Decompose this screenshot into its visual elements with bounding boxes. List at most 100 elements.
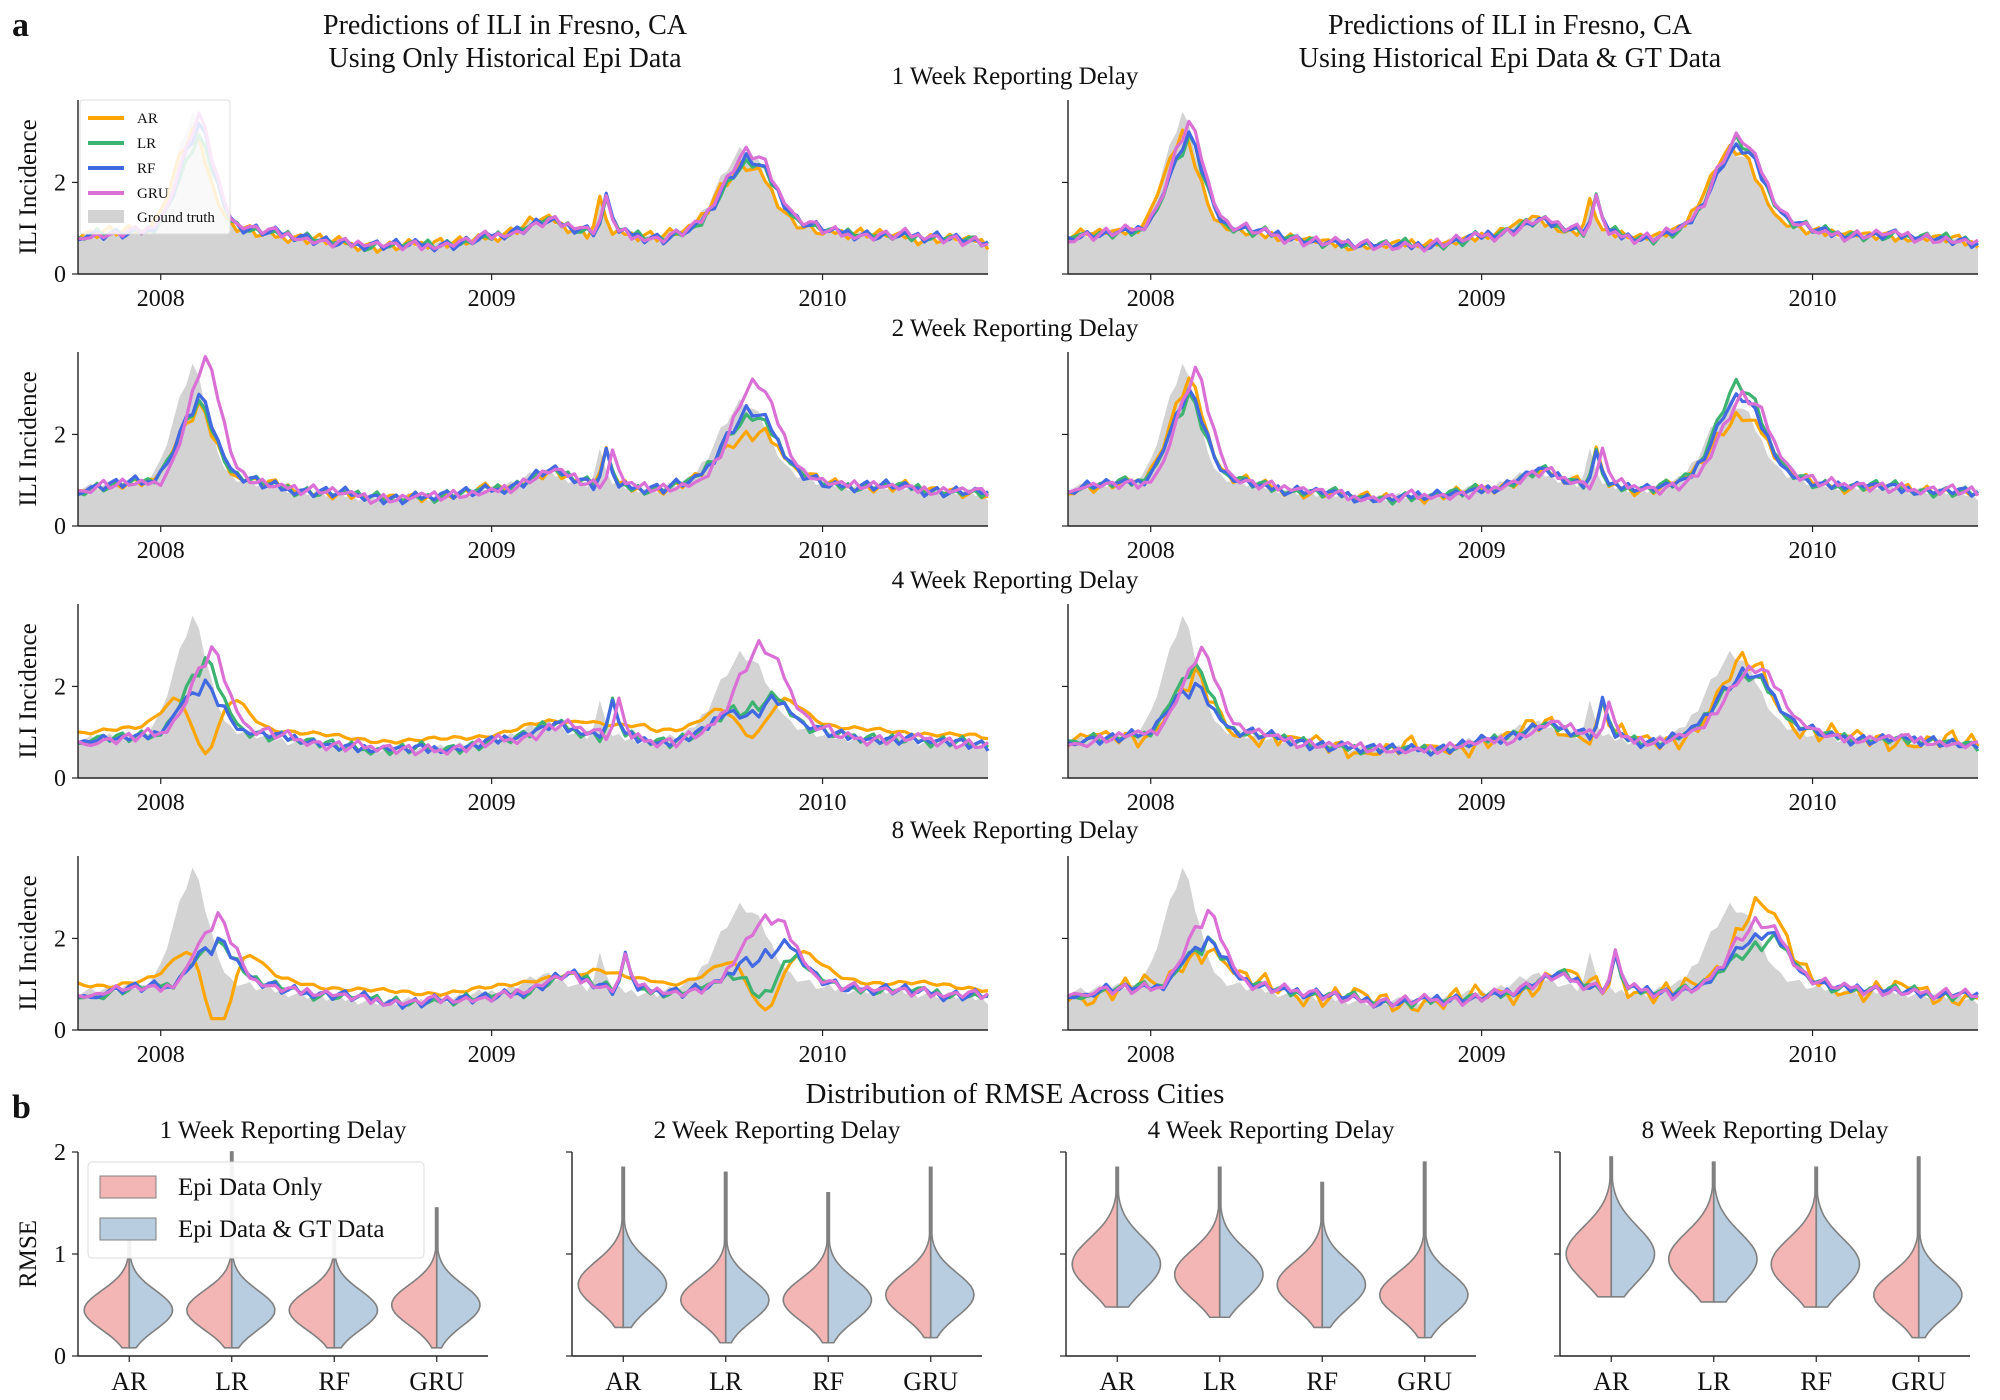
violin-epi-gt-lr bbox=[1712, 1161, 1758, 1303]
y-tick-label: 2 bbox=[54, 1140, 66, 1166]
violin-epi-gt-lr bbox=[724, 1171, 770, 1344]
line-subplot-1-2: 2008 2009 2010 bbox=[1062, 100, 1980, 312]
row-title-4: 4 Week Reporting Delay bbox=[892, 567, 1139, 594]
x-tick-label: 2009 bbox=[468, 790, 516, 816]
left-title-line1: Predictions of ILI in Fresno, CA bbox=[323, 10, 688, 41]
legend-lr-label: LR bbox=[137, 136, 156, 152]
legend-epi-gt-label: Epi Data & GT Data bbox=[178, 1216, 384, 1243]
y-tick-label: 2 bbox=[54, 422, 66, 448]
y-tick-label: 0 bbox=[54, 1018, 66, 1044]
violin-subplot-1: 1 Week Reporting Delay AR LR RF GRU 0 1 2 RMSE bbox=[15, 1117, 488, 1396]
legend-rf-label: RF bbox=[137, 161, 155, 177]
violin-epi-only-ar bbox=[1071, 1166, 1119, 1308]
x-tick-label: 2009 bbox=[1458, 286, 1506, 312]
violin-epi-gt-rf bbox=[827, 1192, 873, 1344]
y-tick-label: 1 bbox=[54, 1242, 66, 1268]
x-tick-label: RF bbox=[1306, 1367, 1338, 1396]
y-tick-label: 2 bbox=[54, 170, 66, 196]
violin-epi-gt-gru bbox=[435, 1207, 481, 1349]
x-tick-label: RF bbox=[1800, 1367, 1832, 1396]
x-tick-label: 2008 bbox=[1127, 790, 1175, 816]
y-tick-label: 0 bbox=[54, 514, 66, 540]
violin-subplot-2: 2 Week Reporting Delay AR LR RF GRU bbox=[566, 1117, 982, 1396]
x-tick-label: LR bbox=[1203, 1367, 1237, 1396]
x-tick-label: 2009 bbox=[1458, 1042, 1506, 1068]
line-gru bbox=[1067, 645, 1979, 756]
line-subplot-4-2: 2008 2009 2010 bbox=[1062, 856, 1979, 1068]
line-gru bbox=[77, 639, 989, 757]
x-tick-label: 2008 bbox=[137, 538, 185, 564]
section-b-title: Distribution of RMSE Across Cities bbox=[806, 1078, 1225, 1110]
line-gru bbox=[77, 911, 989, 1007]
x-tick-label: AR bbox=[1099, 1367, 1136, 1396]
x-tick-label: 2009 bbox=[1458, 538, 1506, 564]
x-tick-label: 2008 bbox=[137, 286, 185, 312]
ground-truth-area bbox=[1068, 615, 1978, 778]
line-subplot-2-1: 0 2 ILI Incidence 2008 2009 2010 bbox=[15, 352, 990, 564]
x-tick-label: AR bbox=[111, 1367, 148, 1396]
line-gru bbox=[1067, 908, 1979, 1009]
violin-epi-only-rf bbox=[782, 1192, 830, 1344]
y-axis-label: RMSE bbox=[15, 1220, 42, 1288]
x-tick-label: AR bbox=[605, 1367, 642, 1396]
x-tick-label: 2009 bbox=[468, 286, 516, 312]
x-tick-label: 2010 bbox=[799, 790, 847, 816]
x-tick-label: 2010 bbox=[799, 1042, 847, 1068]
x-tick-label: RF bbox=[318, 1367, 350, 1396]
legend-epi-gt-swatch bbox=[99, 1217, 157, 1241]
legend-epi-only-swatch bbox=[99, 1175, 157, 1199]
legend-gru-label: GRU bbox=[137, 186, 169, 202]
x-tick-label: 2010 bbox=[1789, 790, 1837, 816]
x-tick-label: LR bbox=[709, 1367, 743, 1396]
x-tick-label: GRU bbox=[1397, 1367, 1452, 1396]
x-tick-label: 2010 bbox=[799, 286, 847, 312]
line-gru bbox=[77, 355, 990, 505]
violin-subplot-3: 4 Week Reporting Delay AR LR RF GRU bbox=[1060, 1117, 1476, 1396]
legend-b-frame bbox=[87, 1161, 425, 1259]
x-tick-label: 2008 bbox=[137, 790, 185, 816]
violin-epi-gt-ar bbox=[1610, 1156, 1656, 1298]
violin-epi-only-gru bbox=[884, 1166, 932, 1339]
panel-label-a: a bbox=[12, 7, 29, 44]
legend-b: Epi Data Only Epi Data & GT Data bbox=[87, 1161, 425, 1259]
violin-epi-only-gru bbox=[1873, 1156, 1920, 1339]
violin-epi-only-ar bbox=[1565, 1156, 1613, 1298]
ground-truth-area bbox=[78, 111, 988, 274]
x-tick-label: 2010 bbox=[1789, 538, 1837, 564]
y-axis-label: ILI Incidence bbox=[15, 875, 42, 1010]
legend-ground-truth-label: Ground truth bbox=[137, 210, 215, 226]
violin-epi-gt-rf bbox=[1321, 1181, 1367, 1329]
violin-subplot-title: 1 Week Reporting Delay bbox=[160, 1117, 407, 1144]
x-tick-label: GRU bbox=[1891, 1367, 1946, 1396]
panel-label-b: b bbox=[12, 1089, 31, 1126]
x-tick-label: 2009 bbox=[1458, 790, 1506, 816]
violin-subplot-title: 2 Week Reporting Delay bbox=[654, 1117, 901, 1144]
x-tick-label: 2010 bbox=[1789, 286, 1837, 312]
violin-epi-gt-gru bbox=[1917, 1156, 1963, 1339]
y-tick-label: 2 bbox=[54, 926, 66, 952]
x-tick-label: 2008 bbox=[137, 1042, 185, 1068]
legend-a-frame bbox=[79, 99, 231, 235]
line-subplot-2-2: 2008 2009 2010 bbox=[1062, 352, 1980, 564]
line-subplot-1-1: 0 2 ILI Incidence 2008 2009 2010 bbox=[15, 100, 990, 312]
line-rf bbox=[77, 678, 990, 755]
y-tick-label: 0 bbox=[54, 1344, 66, 1370]
x-tick-label: GRU bbox=[409, 1367, 464, 1396]
line-gru bbox=[1067, 119, 1979, 253]
violin-plots: 1 Week Reporting Delay AR LR RF GRU 0 1 2 RMSE 2 … bbox=[15, 1117, 1970, 1396]
ground-truth-area bbox=[1068, 867, 1978, 1030]
ground-truth-area bbox=[78, 363, 988, 526]
line-subplot-4-1: 0 2 ILI Incidence 2008 2009 2010 bbox=[15, 856, 989, 1068]
violin-epi-only-gru bbox=[390, 1207, 438, 1349]
x-tick-label: 2010 bbox=[1789, 1042, 1837, 1068]
x-tick-label: LR bbox=[215, 1367, 249, 1396]
legend-ar-label: AR bbox=[137, 111, 158, 127]
violin-epi-only-lr bbox=[1173, 1166, 1221, 1319]
y-tick-label: 2 bbox=[54, 674, 66, 700]
violin-subplot-title: 8 Week Reporting Delay bbox=[1642, 1117, 1889, 1144]
violin-epi-gt-gru bbox=[929, 1166, 975, 1339]
line-ar bbox=[77, 949, 989, 1021]
violin-epi-only-rf bbox=[1770, 1166, 1818, 1308]
line-ar bbox=[77, 696, 989, 756]
